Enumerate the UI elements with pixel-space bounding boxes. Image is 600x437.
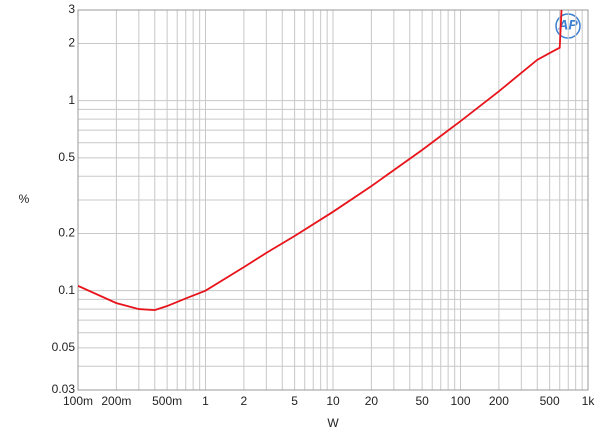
y-tick-label: 0.03 [52,382,76,396]
x-tick-label: 10 [326,394,340,408]
y-tick-label: 0.05 [52,340,76,354]
x-tick-label: 20 [365,394,379,408]
y-tick-label: 0.5 [58,150,75,164]
x-tick-label: 5 [291,394,298,408]
y-axis-label: % [19,192,30,206]
y-tick-label: 1 [68,93,75,107]
y-tick-label: 0.2 [58,226,75,240]
y-tick-label: 3 [68,2,75,16]
x-tick-label: 100m [63,394,93,408]
x-tick-label: 50 [415,394,429,408]
x-tick-label: 200m [101,394,131,408]
y-tick-label: 0.1 [58,283,75,297]
x-tick-label: 500 [540,394,560,408]
y-tick-label: 2 [68,36,75,50]
x-tick-label: 200 [489,394,509,408]
x-tick-label: 500m [152,394,182,408]
x-axis-label: W [327,416,339,430]
data-line [78,10,563,312]
x-tick-label: 1k [582,394,596,408]
x-tick-label: 2 [241,394,248,408]
x-tick-label: 100 [450,394,470,408]
x-tick-label: 1 [202,394,209,408]
plot-frame [77,9,589,391]
